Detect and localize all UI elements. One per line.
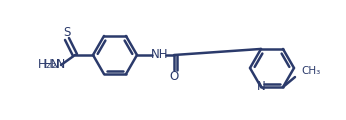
Text: H₂N: H₂N (44, 59, 66, 72)
Text: CH₃: CH₃ (301, 66, 320, 76)
Text: H₂N: H₂N (38, 59, 60, 72)
Text: O: O (170, 69, 179, 83)
Text: S: S (63, 26, 71, 39)
Text: N: N (257, 80, 265, 93)
Text: NH: NH (151, 48, 169, 61)
